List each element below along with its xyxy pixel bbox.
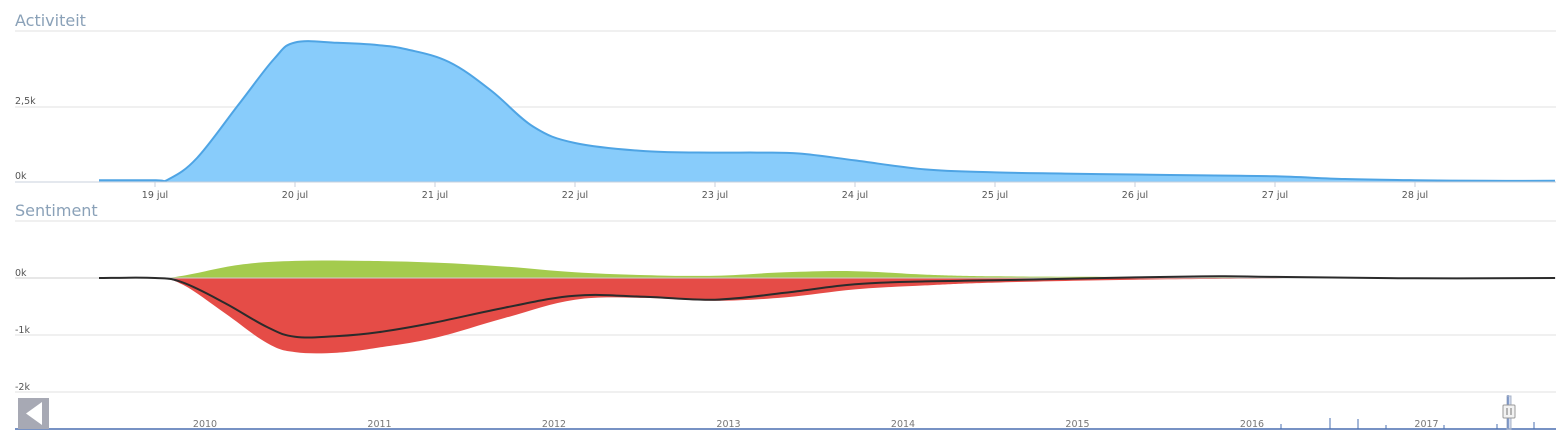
activity-x-tick-label: 24 jul (842, 190, 868, 201)
navigator-year-label: 2017 (1414, 419, 1438, 430)
navigator[interactable]: 2010 2011 2012 2013 2014 2015 2016 2017 (15, 395, 1556, 430)
activity-x-tick-label: 21 jul (422, 190, 448, 201)
activity-x-tick-label: 25 jul (982, 190, 1008, 201)
activity-y-axis: 0k 2,5k (15, 96, 36, 182)
navigator-year-label: 2014 (891, 419, 915, 430)
activity-x-ticks: 19 jul 20 jul 21 jul 22 jul 23 jul 24 jul 25 j… (142, 182, 1428, 201)
sentiment-negative-area (99, 277, 1555, 354)
sentiment-net-line (98, 275, 1556, 339)
activity-line (98, 40, 1556, 183)
navigator-year-ticks: 2010 2011 2012 2013 2014 2015 2016 2017 (193, 419, 1439, 430)
activity-x-tick-label: 19 jul (142, 190, 168, 201)
activity-y-tick-label: 2,5k (15, 96, 36, 107)
navigator-year-label: 2016 (1240, 419, 1264, 430)
sentiment-y-tick-label: -2k (15, 382, 30, 393)
activity-x-tick-label: 20 jul (282, 190, 308, 201)
sentiment-y-tick-label: -1k (15, 325, 30, 336)
sentiment-y-axis: 0k -1k -2k (15, 268, 30, 393)
navigator-year-label: 2013 (716, 419, 740, 430)
activity-x-tick-label: 23 jul (702, 190, 728, 201)
activity-x-tick-label: 27 jul (1262, 190, 1288, 201)
navigator-handle-icon[interactable] (1502, 404, 1516, 419)
navigator-selection[interactable] (1502, 395, 1516, 430)
activity-x-tick-label: 26 jul (1122, 190, 1148, 201)
activity-area (99, 41, 1555, 183)
activity-panel: Activiteit 0k 2,5k 19 jul 20 jul 21 jul 22 j… (15, 11, 1556, 201)
sentiment-panel: Sentiment 0k -1k -2k (15, 201, 1556, 393)
activity-x-tick-label: 22 jul (562, 190, 588, 201)
activity-x-tick-label: 28 jul (1402, 190, 1428, 201)
activity-y-tick-label: 0k (15, 171, 27, 182)
navigator-year-label: 2011 (367, 419, 391, 430)
sentiment-y-tick-label: 0k (15, 268, 27, 279)
navigator-year-label: 2015 (1065, 419, 1089, 430)
activity-title: Activiteit (15, 11, 86, 30)
sentiment-title: Sentiment (15, 201, 98, 220)
navigator-year-label: 2010 (193, 419, 217, 430)
navigator-year-label: 2012 (542, 419, 566, 430)
sentiment-positive-area (99, 260, 1555, 279)
navigator-back-button[interactable] (18, 398, 49, 429)
chevron-left-icon (26, 402, 42, 425)
navigator-spikes (1280, 395, 1535, 429)
